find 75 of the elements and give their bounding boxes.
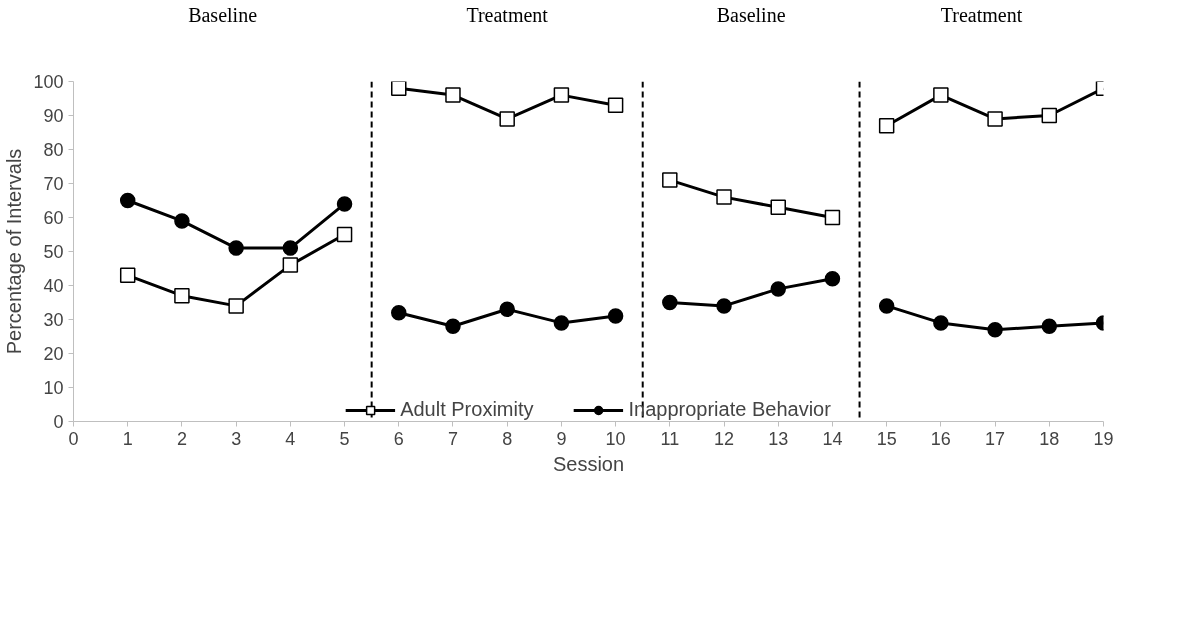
- point: [282, 257, 299, 273]
- point: [119, 267, 136, 284]
- x-tick-label: 5: [339, 428, 350, 449]
- x-tick-label: 9: [556, 428, 567, 449]
- legend-label: Inappropriate Behavior: [628, 398, 831, 421]
- point: [878, 298, 895, 314]
- x-tick-label: 4: [285, 428, 296, 449]
- y-axis-title: Percentage of Intervals: [3, 148, 26, 355]
- x-axis-title: Session: [552, 452, 625, 475]
- point: [987, 111, 1003, 127]
- text: Treatment: [940, 3, 1023, 26]
- y-tick-label: 0: [53, 412, 64, 432]
- y-tick-label: 10: [43, 378, 64, 398]
- x-tick-label: 11: [660, 428, 680, 449]
- x-tick-label: 18: [1039, 428, 1060, 449]
- x-tick-label: 14: [822, 428, 843, 449]
- x-tick-label: 16: [930, 428, 951, 449]
- point: [824, 270, 841, 287]
- point: [553, 87, 570, 103]
- point: [499, 301, 515, 318]
- point: [987, 321, 1003, 338]
- y-tick-label: 80: [43, 140, 64, 160]
- point: [716, 189, 732, 205]
- point: [607, 308, 624, 324]
- y-tick-label: 70: [43, 174, 64, 194]
- point: [553, 315, 570, 331]
- point: [228, 240, 244, 256]
- point: [1041, 107, 1058, 124]
- point: [499, 111, 515, 127]
- x-tick-label: 6: [393, 428, 404, 449]
- legend-label: Adult Proximity: [400, 398, 534, 421]
- point: [933, 315, 949, 331]
- y-tick-label: 90: [43, 106, 64, 126]
- point: [933, 87, 949, 103]
- text: Baseline: [188, 3, 258, 26]
- point: [878, 117, 895, 134]
- y-tick-label: 40: [43, 276, 64, 296]
- point: [228, 298, 244, 314]
- point: [824, 209, 841, 226]
- x-tick-label: 2: [176, 428, 187, 449]
- x-tick-label: 3: [231, 428, 242, 449]
- y-tick-label: 50: [43, 242, 64, 262]
- point: [336, 226, 353, 243]
- x-tick-label: 8: [502, 428, 513, 449]
- text: Baseline: [716, 3, 786, 26]
- point: [770, 199, 786, 216]
- x-tick-label: 12: [714, 428, 735, 449]
- x-tick-label: 15: [876, 428, 897, 449]
- point: [282, 240, 299, 256]
- point: [445, 318, 461, 335]
- x-tick-label: 19: [1093, 428, 1114, 449]
- point: [1041, 318, 1058, 335]
- point: [716, 298, 732, 314]
- x-tick-label: 13: [768, 428, 789, 449]
- point: [119, 192, 136, 209]
- y-tick-label: 20: [43, 344, 64, 364]
- point: [336, 196, 353, 212]
- point: [174, 213, 190, 229]
- point: [607, 97, 624, 114]
- point: [662, 172, 678, 188]
- x-tick-label: 7: [447, 428, 458, 449]
- y-tick-label: 100: [33, 72, 64, 92]
- x-tick-label: 1: [122, 428, 133, 449]
- point: [445, 87, 461, 103]
- x-tick-label: 17: [985, 428, 1006, 449]
- y-tick-label: 60: [43, 208, 64, 228]
- point: [174, 287, 190, 304]
- x-tick-label: 0: [68, 428, 79, 449]
- text: Treatment: [466, 3, 549, 26]
- point: [391, 81, 407, 97]
- point: [391, 304, 407, 321]
- y-tick-label: 30: [43, 310, 64, 330]
- x-tick-label: 10: [605, 428, 626, 449]
- point: [770, 281, 786, 297]
- point: [662, 294, 678, 311]
